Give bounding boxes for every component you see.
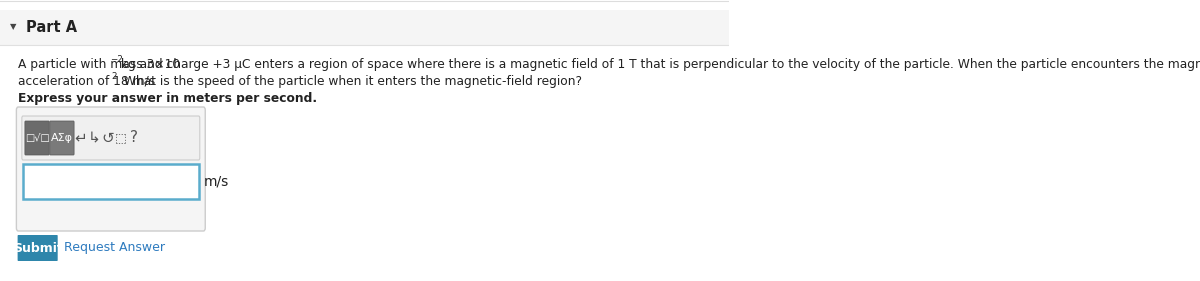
Text: Part A: Part A xyxy=(25,19,77,35)
Text: AΣφ: AΣφ xyxy=(50,133,73,143)
Text: acceleration of 18 m/s: acceleration of 18 m/s xyxy=(18,75,156,88)
Text: ⬚: ⬚ xyxy=(115,132,127,144)
Text: ▼: ▼ xyxy=(10,22,17,31)
FancyBboxPatch shape xyxy=(0,45,728,281)
Text: . What is the speed of the particle when it enters the magnetic-field region?: . What is the speed of the particle when… xyxy=(116,75,582,88)
FancyBboxPatch shape xyxy=(23,164,198,199)
FancyBboxPatch shape xyxy=(22,116,199,160)
Text: ↺: ↺ xyxy=(101,130,114,146)
Text: Express your answer in meters per second.: Express your answer in meters per second… xyxy=(18,92,317,105)
FancyBboxPatch shape xyxy=(0,10,728,45)
Text: m/s: m/s xyxy=(204,175,229,189)
FancyBboxPatch shape xyxy=(49,121,74,155)
FancyBboxPatch shape xyxy=(17,107,205,231)
Text: □√□: □√□ xyxy=(25,133,49,143)
Text: ↵: ↵ xyxy=(74,130,88,146)
Text: A particle with mass 3×10: A particle with mass 3×10 xyxy=(18,58,180,71)
Text: ↳: ↳ xyxy=(88,130,101,146)
Text: Request Answer: Request Answer xyxy=(65,241,166,255)
Text: Submit: Submit xyxy=(13,241,62,255)
Text: ?: ? xyxy=(130,130,138,146)
Text: −2: −2 xyxy=(110,55,124,64)
Text: kg and charge +3 μC enters a region of space where there is a magnetic field of : kg and charge +3 μC enters a region of s… xyxy=(118,58,1200,71)
FancyBboxPatch shape xyxy=(25,121,49,155)
Text: 2: 2 xyxy=(112,72,118,81)
FancyBboxPatch shape xyxy=(18,235,58,261)
